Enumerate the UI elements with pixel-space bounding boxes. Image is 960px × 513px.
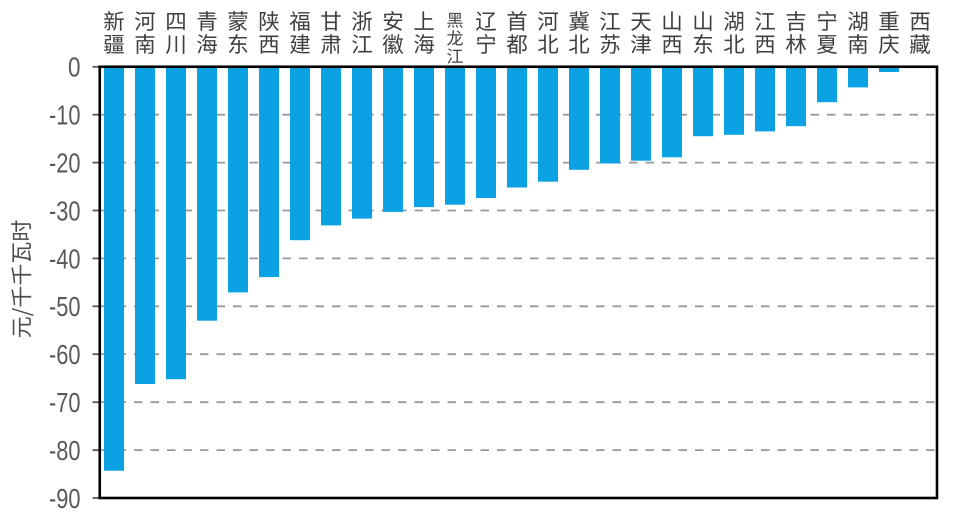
svg-text:-60: -60: [49, 339, 81, 370]
svg-text:-90: -90: [49, 483, 81, 513]
svg-text:-80: -80: [49, 435, 81, 466]
svg-text:-40: -40: [49, 243, 81, 274]
svg-text:-30: -30: [49, 195, 81, 226]
svg-text:-20: -20: [49, 148, 81, 179]
svg-text:-10: -10: [49, 100, 81, 131]
svg-text:-50: -50: [49, 291, 81, 322]
svg-text:-70: -70: [49, 387, 81, 418]
svg-text:0: 0: [68, 52, 81, 83]
